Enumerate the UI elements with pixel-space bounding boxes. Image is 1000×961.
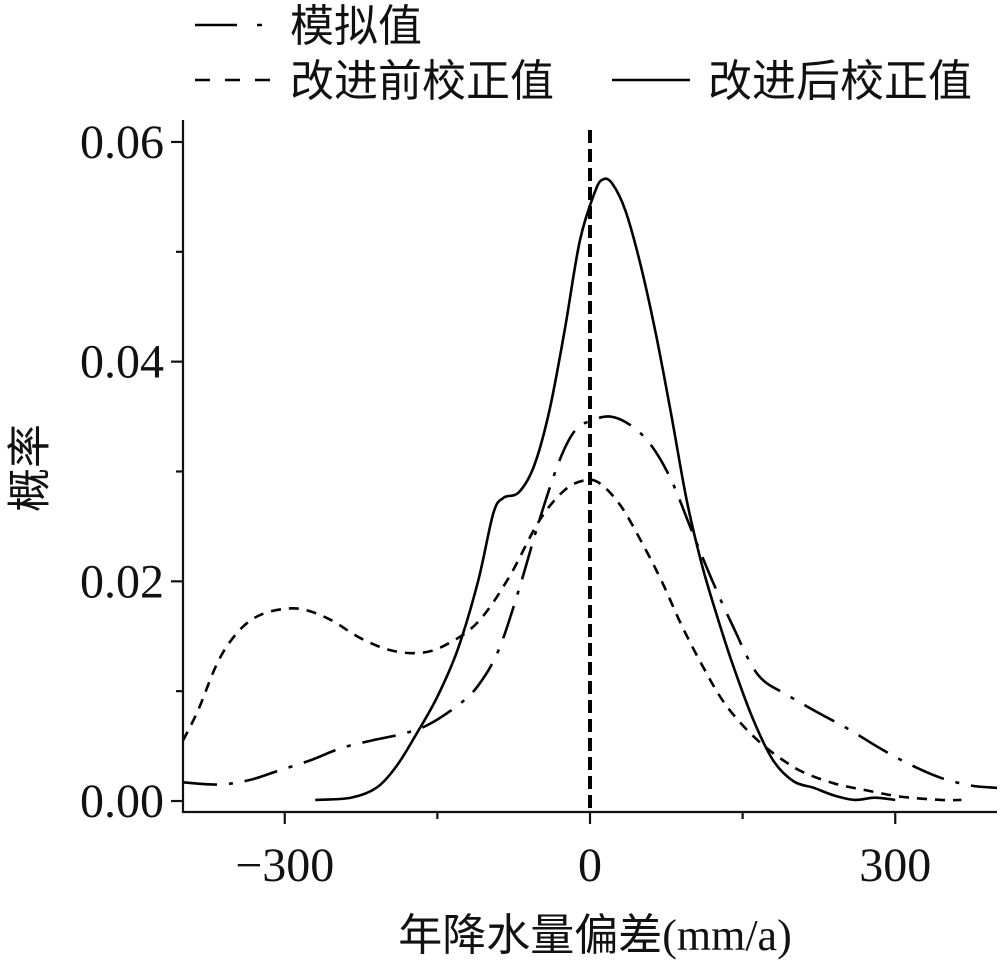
- x-axis-ticks: [283, 812, 897, 824]
- x-tick-label: 300: [859, 839, 931, 892]
- x-axis-label: 年降水量偏差(mm/a): [398, 911, 792, 960]
- plot-area: [183, 130, 998, 812]
- series-line-before-correction: [183, 478, 962, 802]
- series-line-after-correction: [315, 177, 896, 802]
- legend-label-before-correction: 改进前校正值: [290, 57, 554, 106]
- legend-label-after-correction: 改进后校正值: [708, 57, 972, 106]
- y-tick-label: 0.06: [80, 116, 164, 169]
- y-tick-label: 0.00: [80, 775, 164, 828]
- y-tick-label: 0.02: [80, 555, 164, 608]
- x-tick-label: −300: [235, 839, 334, 892]
- legend-label-simulated: 模拟值: [290, 2, 422, 51]
- legend: 模拟值 改进前校正值 改进后校正值: [195, 2, 972, 106]
- series-line-simulated: [183, 415, 998, 790]
- y-axis-ticks: [171, 140, 183, 803]
- y-axis-label: 概率: [6, 424, 55, 512]
- y-tick-label: 0.04: [80, 336, 164, 389]
- x-tick-label: 0: [578, 839, 602, 892]
